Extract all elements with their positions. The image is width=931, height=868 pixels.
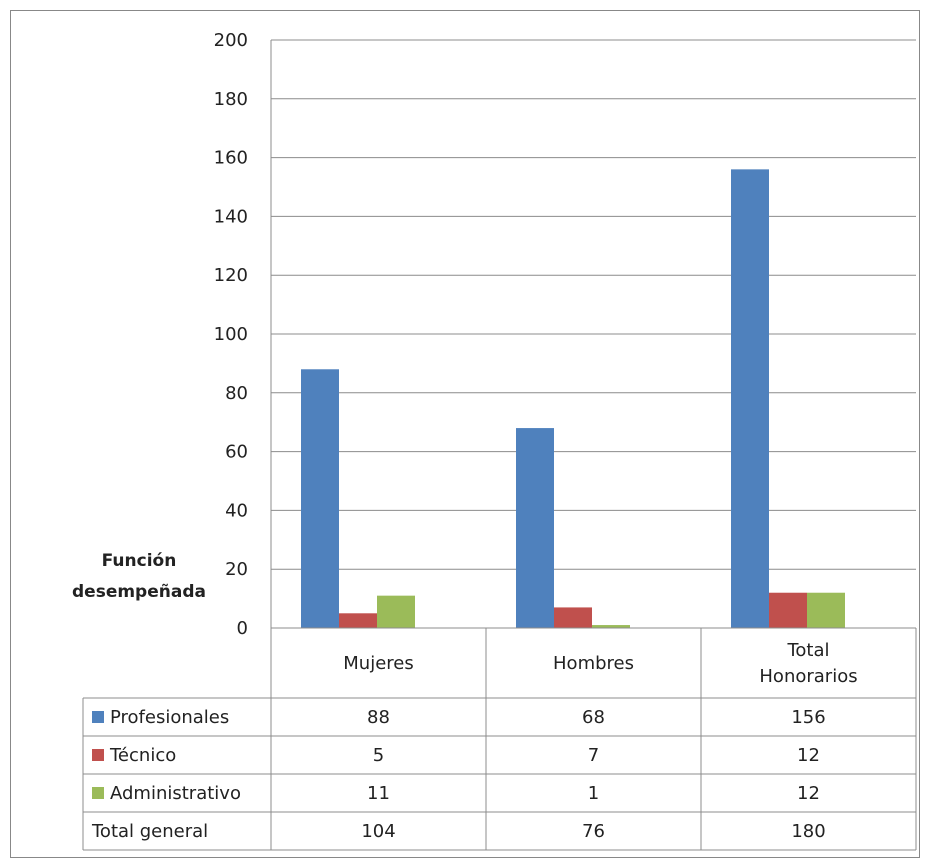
table-row-label: Técnico (109, 745, 176, 766)
bar (554, 607, 592, 628)
data-table: Mujeres Hombres Total Honorarios Profesional… (82, 627, 917, 851)
chart-frame (10, 10, 920, 858)
table-cell: 7 (588, 745, 599, 766)
bar (807, 592, 845, 628)
y-tick-label: 200 (214, 30, 248, 51)
bar (731, 169, 769, 629)
table-cell: 1 (588, 783, 599, 804)
table-cell: 76 (582, 821, 605, 842)
gridlines (271, 39, 916, 570)
table-cell: 12 (797, 783, 820, 804)
y-tick-label: 80 (225, 383, 248, 404)
legend-key (92, 749, 104, 761)
y-tick-label: 140 (214, 206, 248, 227)
y-axis: 0 20 40 60 80 100 120 140 160 180 200 (214, 30, 272, 639)
table-header-category: Total (786, 640, 829, 661)
y-tick-label: 180 (214, 89, 248, 110)
bar (339, 613, 377, 628)
legend-key (92, 711, 104, 723)
row-header-line-2: desempeñada (72, 582, 206, 602)
y-tick-label: 100 (214, 324, 248, 345)
table-header-category: Mujeres (343, 653, 413, 674)
y-tick-label: 0 (237, 618, 248, 639)
bars (301, 169, 845, 629)
table-cell: 104 (361, 821, 395, 842)
table-cell: 11 (367, 783, 390, 804)
table-cell: 88 (367, 707, 390, 728)
table-header-category: Honorarios (759, 666, 857, 687)
y-tick-label: 60 (225, 442, 248, 463)
table-cell: 68 (582, 707, 605, 728)
bar (377, 595, 415, 628)
table-cell: 5 (373, 745, 384, 766)
y-tick-label: 160 (214, 148, 248, 169)
row-header-line-1: Función (102, 551, 177, 571)
table-cell: 156 (791, 707, 825, 728)
legend-key (92, 787, 104, 799)
y-tick-label: 40 (225, 500, 248, 521)
table-row-label: Profesionales (110, 707, 229, 728)
bar (516, 428, 554, 628)
bar (301, 369, 339, 628)
y-tick-label: 120 (214, 265, 248, 286)
table-cell: 12 (797, 745, 820, 766)
table-cell: 180 (791, 821, 825, 842)
y-tick-label: 20 (225, 559, 248, 580)
table-row-label: Administrativo (110, 783, 241, 804)
table-header-category: Hombres (553, 653, 634, 674)
bar (769, 592, 807, 628)
table-row-label: Total general (91, 821, 208, 842)
bar (592, 625, 630, 628)
